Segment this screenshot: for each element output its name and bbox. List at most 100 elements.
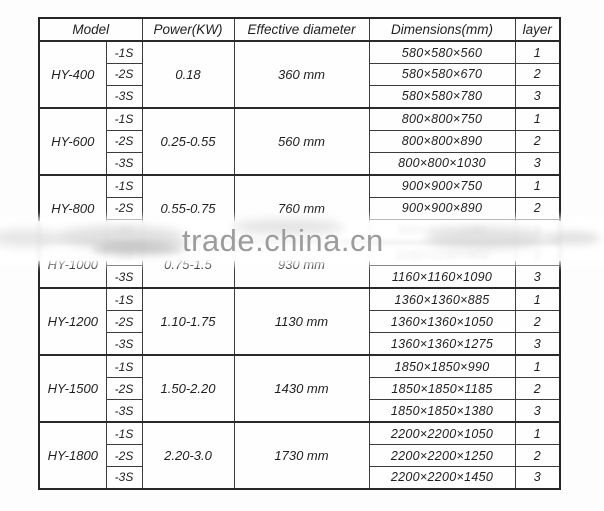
table-row: HY-1200 -1S 1.10-1.75 1130 mm 1360×1360×… [38,287,561,356]
table-row: -3S 1160×1160×1090 3 [39,265,561,289]
layer-cell: 1 [514,287,561,312]
model-cell: HY-600 [38,107,107,176]
layer-cell: 3 [514,265,561,289]
group-hy600: HY-600 -1S 0.25-0.55 560 mm 800×800×750 … [38,107,561,176]
watermark-text: trade.china.cn [182,223,384,258]
watermark-smudge [92,243,184,255]
group-hy1200: HY-1200 -1S 1.10-1.75 1130 mm 1360×1360×… [38,287,561,356]
group-hy400: HY-400 -1S 0.18 360 mm 580×580×560 1 -2S… [38,40,561,109]
dimensions-cell: 2200×2200×1250 [368,444,516,467]
table-row: -2S 580×580×670 2 [39,63,561,86]
dimensions-cell: 1160×1160×1090 [368,265,516,289]
sub-model-cell: -2S [105,196,143,220]
layer-cell: 3 [514,465,561,490]
table-row: -2S 1850×1850×1185 2 [39,377,561,400]
sub-model-cell: -3S [105,465,143,490]
dimensions-cell: 900×900×890 [368,196,516,220]
table-row: -3S 580×580×780 3 [39,84,561,109]
watermark-band: trade.china.cn [0,219,604,261]
diameter-cell: 1730 mm [233,421,370,490]
sub-model-cell: -1S [105,354,143,379]
header-model: Model [38,17,143,42]
sub-model-cell: -2S [105,444,143,467]
sub-model-cell: -2S [105,129,143,153]
layer-cell: 3 [514,151,561,176]
sub-model-cell: -1S [105,107,143,131]
sub-model-cell: -3S [105,265,143,289]
table-row: HY-400 -1S 0.18 360 mm 580×580×560 1 [38,40,561,109]
table-row: -3S 1360×1360×1275 3 [39,332,561,356]
dimensions-cell: 1360×1360×885 [368,287,516,312]
watermark-smudge [55,226,185,248]
table-row: -3S 2200×2200×1450 3 [39,465,561,490]
layer-cell: 2 [514,129,561,153]
table-row: -2S 2200×2200×1250 2 [39,444,561,467]
layer-cell: 2 [514,196,561,220]
header-diameter: Effective diameter [233,17,370,42]
watermark-smudge [545,231,600,245]
model-cell: HY-400 [38,40,107,109]
sub-model-cell: -1S [105,40,143,65]
dimensions-cell: 800×800×750 [368,107,516,131]
power-cell: 2.20-3.0 [141,421,235,490]
sub-model-cell: -1S [105,174,143,198]
dimensions-cell: 1850×1850×990 [368,354,516,379]
table-row: HY-600 -1S 0.25-0.55 560 mm 800×800×750 … [38,107,561,176]
power-cell: 0.18 [141,40,235,109]
dimensions-cell: 580×580×560 [368,40,516,65]
model-cell: HY-1800 [38,421,107,490]
layer-cell: 2 [514,377,561,400]
group-hy1500: HY-1500 -1S 1.50-2.20 1430 mm 1850×1850×… [38,354,561,423]
sub-model-cell: -2S [105,377,143,400]
dimensions-cell: 800×800×1030 [368,151,516,176]
dimensions-cell: 1360×1360×1275 [368,332,516,356]
layer-cell: 3 [514,332,561,356]
sub-model-cell: -3S [105,84,143,109]
header-dimensions: Dimensions(mm) [368,17,516,42]
layer-cell: 1 [514,107,561,131]
sub-model-cell: -3S [105,151,143,176]
header-layer: layer [514,17,561,42]
dimensions-cell: 1850×1850×1185 [368,377,516,400]
layer-cell: 1 [514,421,561,446]
table-row: HY-1500 -1S 1.50-2.20 1430 mm 1850×1850×… [38,354,561,423]
header-row: Model Power(KW) Effective diameter Dimen… [38,17,561,42]
table-row: -3S 800×800×1030 3 [39,151,561,176]
dimensions-cell: 580×580×780 [368,84,516,109]
layer-cell: 1 [514,174,561,198]
watermark-smudge [0,229,60,247]
power-cell: 1.50-2.20 [141,354,235,423]
table-row: -2S 1360×1360×1050 2 [39,310,561,334]
sub-model-cell: -1S [105,287,143,312]
power-cell: 1.10-1.75 [141,287,235,356]
header-power: Power(KW) [141,17,235,42]
table-row: HY-1800 -1S 2.20-3.0 1730 mm 2200×2200×1… [38,421,561,490]
diameter-cell: 560 mm [233,107,370,176]
layer-cell: 2 [514,63,561,86]
sub-model-cell: -1S [105,421,143,446]
diameter-cell: 1130 mm [233,287,370,356]
watermark-smudge [232,219,344,235]
table-row: HY-800 -1S 0.55-0.75 760 mm 900×900×750 … [38,174,561,243]
group-hy1800: HY-1800 -1S 2.20-3.0 1730 mm 2200×2200×1… [38,421,561,490]
power-cell: 0.25-0.55 [141,107,235,176]
dimensions-cell: 2200×2200×1450 [368,465,516,490]
table-header: Model Power(KW) Effective diameter Dimen… [38,17,561,42]
model-cell: HY-1500 [38,354,107,423]
dimensions-cell: 580×580×670 [368,63,516,86]
layer-cell: 2 [514,310,561,334]
sub-model-cell: -2S [105,310,143,334]
table-row: -3S 1850×1850×1380 3 [39,399,561,423]
dimensions-cell: 1360×1360×1050 [368,310,516,334]
sub-model-cell: -2S [105,63,143,86]
dimensions-cell: 2200×2200×1050 [368,421,516,446]
watermark-smudge [425,227,547,249]
model-cell: HY-1200 [38,287,107,356]
layer-cell: 3 [514,84,561,109]
dimensions-cell: 1850×1850×1380 [368,399,516,423]
table-row: -2S 900×900×890 2 [39,196,561,220]
layer-cell: 3 [514,399,561,423]
diameter-cell: 1430 mm [233,354,370,423]
sub-model-cell: -3S [105,399,143,423]
